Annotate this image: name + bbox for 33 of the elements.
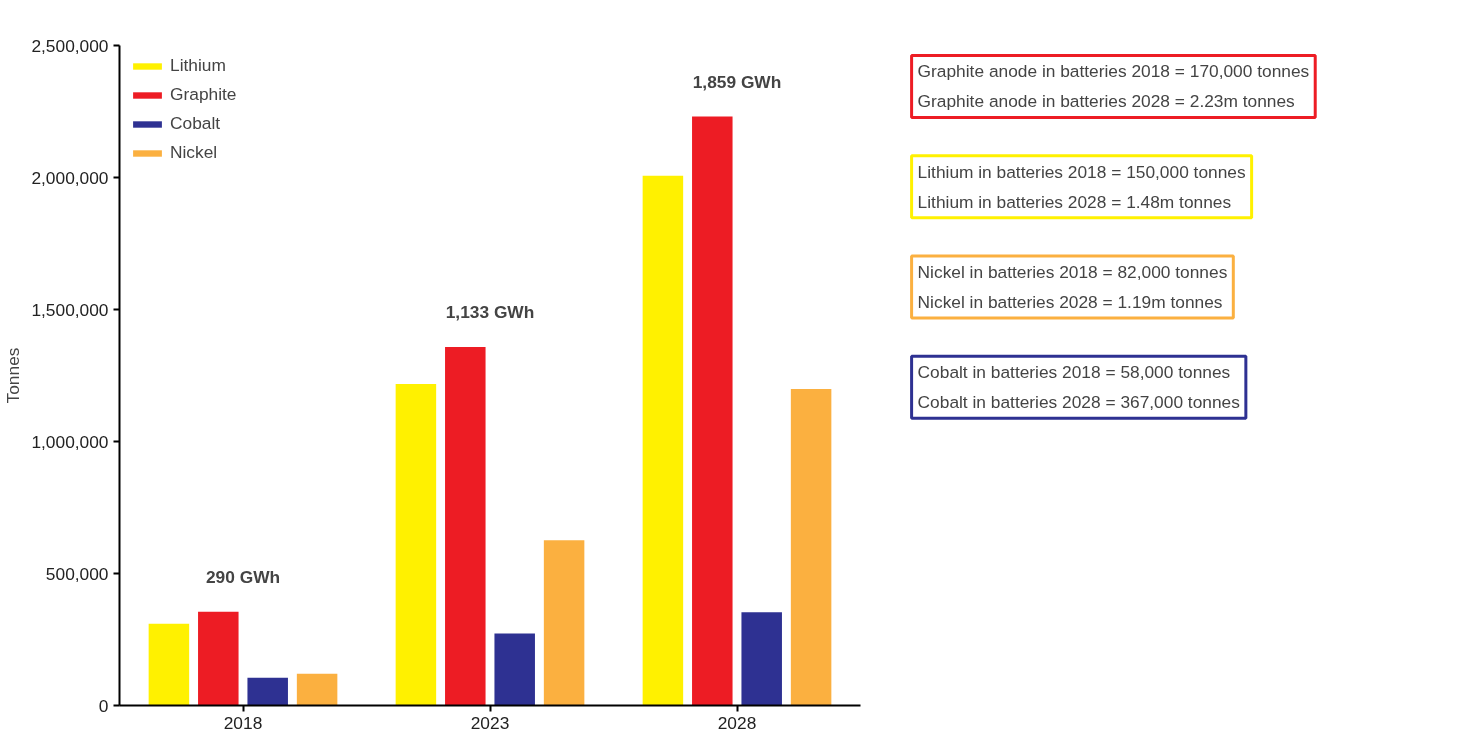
legend-label: Nickel (170, 142, 218, 163)
y-tick-label: 500,000 (45, 563, 109, 584)
text: Graphite anode in batteries 2018 = 170,000 tonnes Graphite anode in batteries 2028 = 2.23m tonnes (917, 61, 1310, 112)
legend-label: Lithium (170, 55, 226, 76)
annotation: 1,133 GWh (445, 301, 535, 322)
bar (692, 116, 733, 706)
x-tick-label: 2028 (717, 712, 757, 733)
bar (642, 175, 684, 706)
y-axis-title: Tonnes (3, 347, 24, 404)
x-tick-label: 2023 (470, 712, 510, 733)
bar (543, 540, 585, 706)
y-tick-label: 1,500,000 (31, 299, 109, 320)
y-tick-label: 1,000,000 (31, 431, 109, 452)
text: Lithium in batteries 2018 = 150,000 tonnes Lithium in batteries 2028 = 1.48m tonnes (917, 161, 1246, 212)
text: Cobalt in batteries 2018 = 58,000 tonnes Cobalt in batteries 2028 = 367,000 tonnes (917, 362, 1241, 413)
bar (395, 383, 437, 706)
legend-label: Graphite (170, 84, 237, 105)
y-tick-label: 2,500,000 (31, 35, 109, 56)
legend-label: Cobalt (170, 113, 221, 134)
bar (494, 633, 535, 706)
bar (790, 388, 832, 706)
bar (741, 612, 782, 706)
y-tick-label: 0 (98, 695, 109, 716)
bar (445, 346, 486, 706)
text: Nickel in batteries 2018 = 82,000 tonnes Nickel in batteries 2028 = 1.19m tonnes (917, 262, 1228, 313)
annotation: 290 GWh (205, 566, 281, 587)
x-tick-label: 2018 (223, 712, 263, 733)
bar (296, 673, 338, 706)
annotation: 1,859 GWh (692, 71, 782, 92)
y-tick-label: 2,000,000 (31, 167, 109, 188)
bar (148, 623, 190, 706)
bar (247, 677, 288, 706)
bar (198, 611, 239, 706)
